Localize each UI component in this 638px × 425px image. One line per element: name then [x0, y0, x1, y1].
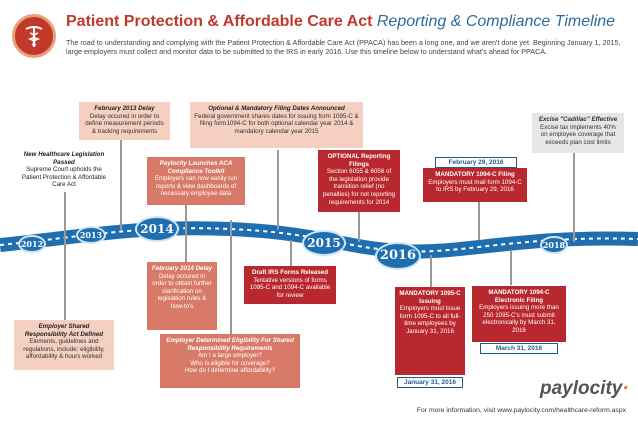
stem	[430, 255, 432, 287]
date-jan31-2016: January 31, 2016	[397, 377, 463, 388]
title-sub: Reporting & Compliance Timeline	[376, 13, 616, 30]
caduceus-icon	[25, 26, 43, 47]
stem	[510, 250, 512, 285]
event-draft-irs-forms: Draft IRS Forms Released Tentative versi…	[244, 266, 336, 304]
stem	[478, 200, 480, 240]
year-2015: 2015	[302, 230, 346, 256]
event-eligibility: Employer Determined Eligibility For Shar…	[160, 334, 300, 388]
event-cadillac-tax: Excise "Cadillac" Effective Excise tax i…	[532, 113, 624, 153]
intro-text: The road to understanding and complying …	[66, 38, 621, 56]
page-title: Patient Protection & Affordable Care Act…	[66, 13, 615, 31]
date-feb29-2016: February 29, 2016	[435, 157, 517, 168]
stem	[64, 192, 66, 324]
event-1095c-issuing: MANDATORY 1095-C Issuing Employers must …	[395, 287, 465, 375]
stem	[230, 220, 232, 340]
event-feb2013-delay: February 2013 Delay Delay occured in ord…	[79, 102, 170, 140]
stem	[120, 140, 122, 230]
event-filing-dates-announced: Optional & Mandatory Filing Dates Announ…	[190, 102, 363, 148]
event-1094c-filing: MANDATORY 1094-C Filing Employers must m…	[423, 168, 527, 202]
event-1094c-electronic: MANDATORY 1094-C Electronic Filing Emplo…	[472, 286, 566, 342]
event-aca-toolkit: Paylocity Launches ACA Compliance Toolki…	[147, 157, 245, 205]
year-2014: 2014	[135, 216, 179, 242]
caduceus-logo	[12, 14, 56, 58]
year-2018: 2018	[540, 236, 568, 254]
year-2016: 2016	[375, 242, 421, 270]
event-feb2014-delay: February 2014 Delay Delay occured in ord…	[147, 262, 217, 330]
footer-more-info[interactable]: For more information, visit www.paylocit…	[416, 407, 626, 414]
stem	[358, 212, 360, 242]
stem	[185, 205, 187, 270]
event-shared-responsibility: Employer Shared Responsibility Act Defin…	[14, 320, 114, 370]
stem	[290, 240, 292, 270]
title-main: Patient Protection & Affordable Care Act	[66, 13, 373, 30]
date-mar31-2016: March 31, 2016	[480, 343, 558, 354]
paylocity-logo: paylocity·	[540, 378, 629, 399]
year-2013: 2013	[76, 226, 106, 244]
event-healthcare-law: New Healthcare Legislation Passed Suprem…	[21, 151, 107, 189]
stem	[277, 150, 279, 230]
event-optional-reporting: OPTIONAL Reporting Filings Section 6055 …	[318, 150, 400, 212]
stem	[573, 152, 575, 242]
year-2012: 2012	[18, 235, 46, 253]
